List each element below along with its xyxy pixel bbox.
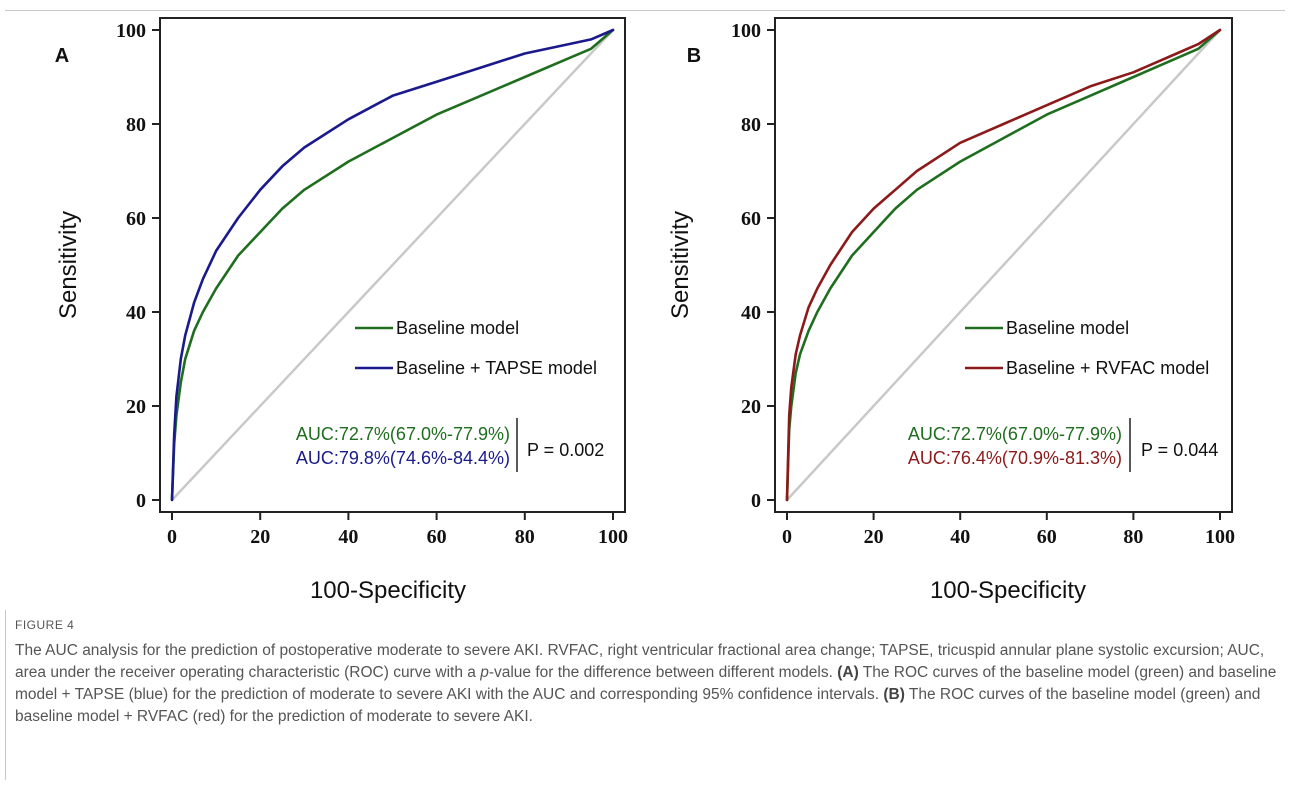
panel-b-legend-label-1: Baseline + RVFAC model	[1006, 358, 1209, 378]
top-rule	[5, 10, 1285, 11]
figure-caption: FIGURE 4 The AUC analysis for the predic…	[15, 618, 1280, 728]
panel-a-p-value: P = 0.002	[527, 440, 604, 460]
caption-panel-b-text: The ROC curves of the baseline model (gr…	[15, 686, 1261, 725]
panel-b-letter: B	[687, 45, 701, 67]
panel-b-ytick-label-5: 100	[731, 20, 761, 42]
panel-a-auc-2: AUC:79.8%(74.6%-84.4%)	[296, 448, 510, 468]
caption-p-italic: p	[480, 664, 489, 681]
panel-a-xtick-label-5: 100	[598, 526, 628, 548]
panel-b-xtick-label-2: 40	[950, 526, 970, 548]
panel-b-ytick-label-1: 20	[741, 396, 761, 418]
panel-a-legend-label-0: Baseline model	[396, 318, 519, 338]
panel-a-xtick-label-3: 60	[427, 526, 447, 548]
panel-b-xtick-label-0: 0	[782, 526, 792, 548]
panel-b-ytick-label-3: 60	[741, 208, 761, 230]
panel-a-auc-1: AUC:72.7%(67.0%-77.9%)	[296, 424, 510, 444]
panel-a-series-baseline-model	[170, 28, 615, 502]
panel-b-reference-diagonal	[785, 28, 1222, 502]
panel-b-xtick-label-3: 60	[1037, 526, 1057, 548]
panel-b-series-baseline-model	[785, 28, 1222, 502]
panel-b-ytick-label-4: 80	[741, 114, 761, 136]
caption-text: The AUC analysis for the prediction of p…	[15, 640, 1280, 728]
caption-side-rule	[5, 610, 6, 780]
caption-panel-b-label: (B)	[883, 686, 905, 703]
panel-a-xtick-label-2: 40	[338, 526, 358, 548]
panel-a-legend-label-1: Baseline + TAPSE model	[396, 358, 597, 378]
panel-b-legend-label-0: Baseline model	[1006, 318, 1129, 338]
caption-label: FIGURE 4	[15, 618, 75, 632]
panel-b-p-value: P = 0.044	[1141, 440, 1218, 460]
panel-a-xtick-label-4: 80	[515, 526, 535, 548]
panel-b-auc-2: AUC:76.4%(70.9%-81.3%)	[908, 448, 1122, 468]
panel-a-ytick-label-1: 20	[126, 396, 146, 418]
panel-b-xtick-label-5: 100	[1205, 526, 1235, 548]
panel-a-y-axis-label: Sensitivity	[55, 211, 82, 319]
panel-a-ytick-label-5: 100	[116, 20, 146, 42]
caption-text-1: The AUC analysis for the prediction of p…	[15, 642, 1265, 681]
panel-a-ytick-label-0: 0	[136, 490, 146, 512]
panel-a-series-baseline-tapse-model	[170, 28, 615, 502]
panel-b-x-axis-label: 100-Specificity	[930, 577, 1086, 604]
panel-a-xtick-label-1: 20	[250, 526, 270, 548]
panel-b-auc-1: AUC:72.7%(67.0%-77.9%)	[908, 424, 1122, 444]
panel-a-plot-frame	[159, 17, 626, 513]
panel-a-reference-diagonal	[170, 28, 615, 502]
panel-b-ytick-label-0: 0	[751, 490, 761, 512]
panel-b-xtick-label-1: 20	[864, 526, 884, 548]
caption-panel-a-label: (A)	[837, 664, 859, 681]
panel-a-ytick-label-3: 60	[126, 208, 146, 230]
panel-a-ytick-label-2: 40	[126, 302, 146, 324]
caption-text-2: -value for the difference between differ…	[488, 664, 838, 681]
panel-a-ytick-label-4: 80	[126, 114, 146, 136]
panel-a-chart: 0 20 40 60 80 100 0 20 40 60 80 100 A Sensitivity 100-…	[55, 17, 628, 604]
panel-a-xtick-label-0: 0	[167, 526, 177, 548]
panel-b-plot-frame	[774, 17, 1233, 513]
roc-figure: 0 20 40 60 80 100 0 20 40 60 80 100 A Sensitivity 100-…	[55, 17, 1235, 604]
caption-panel-a-text: The ROC curves of the baseline model (gr…	[15, 664, 1277, 703]
panel-b-xtick-label-4: 80	[1123, 526, 1143, 548]
panel-b-y-axis-label: Sensitivity	[667, 211, 694, 319]
panel-b-chart: 0 20 40 60 80 100 0 20 40 60 80 100 B Sensitivity 100-…	[667, 17, 1235, 604]
panel-a-x-axis-label: 100-Specificity	[310, 577, 466, 604]
panel-b-ytick-label-2: 40	[741, 302, 761, 324]
panel-a-letter: A	[55, 45, 69, 67]
panel-b-series-baseline-rvfac-model	[785, 28, 1222, 502]
